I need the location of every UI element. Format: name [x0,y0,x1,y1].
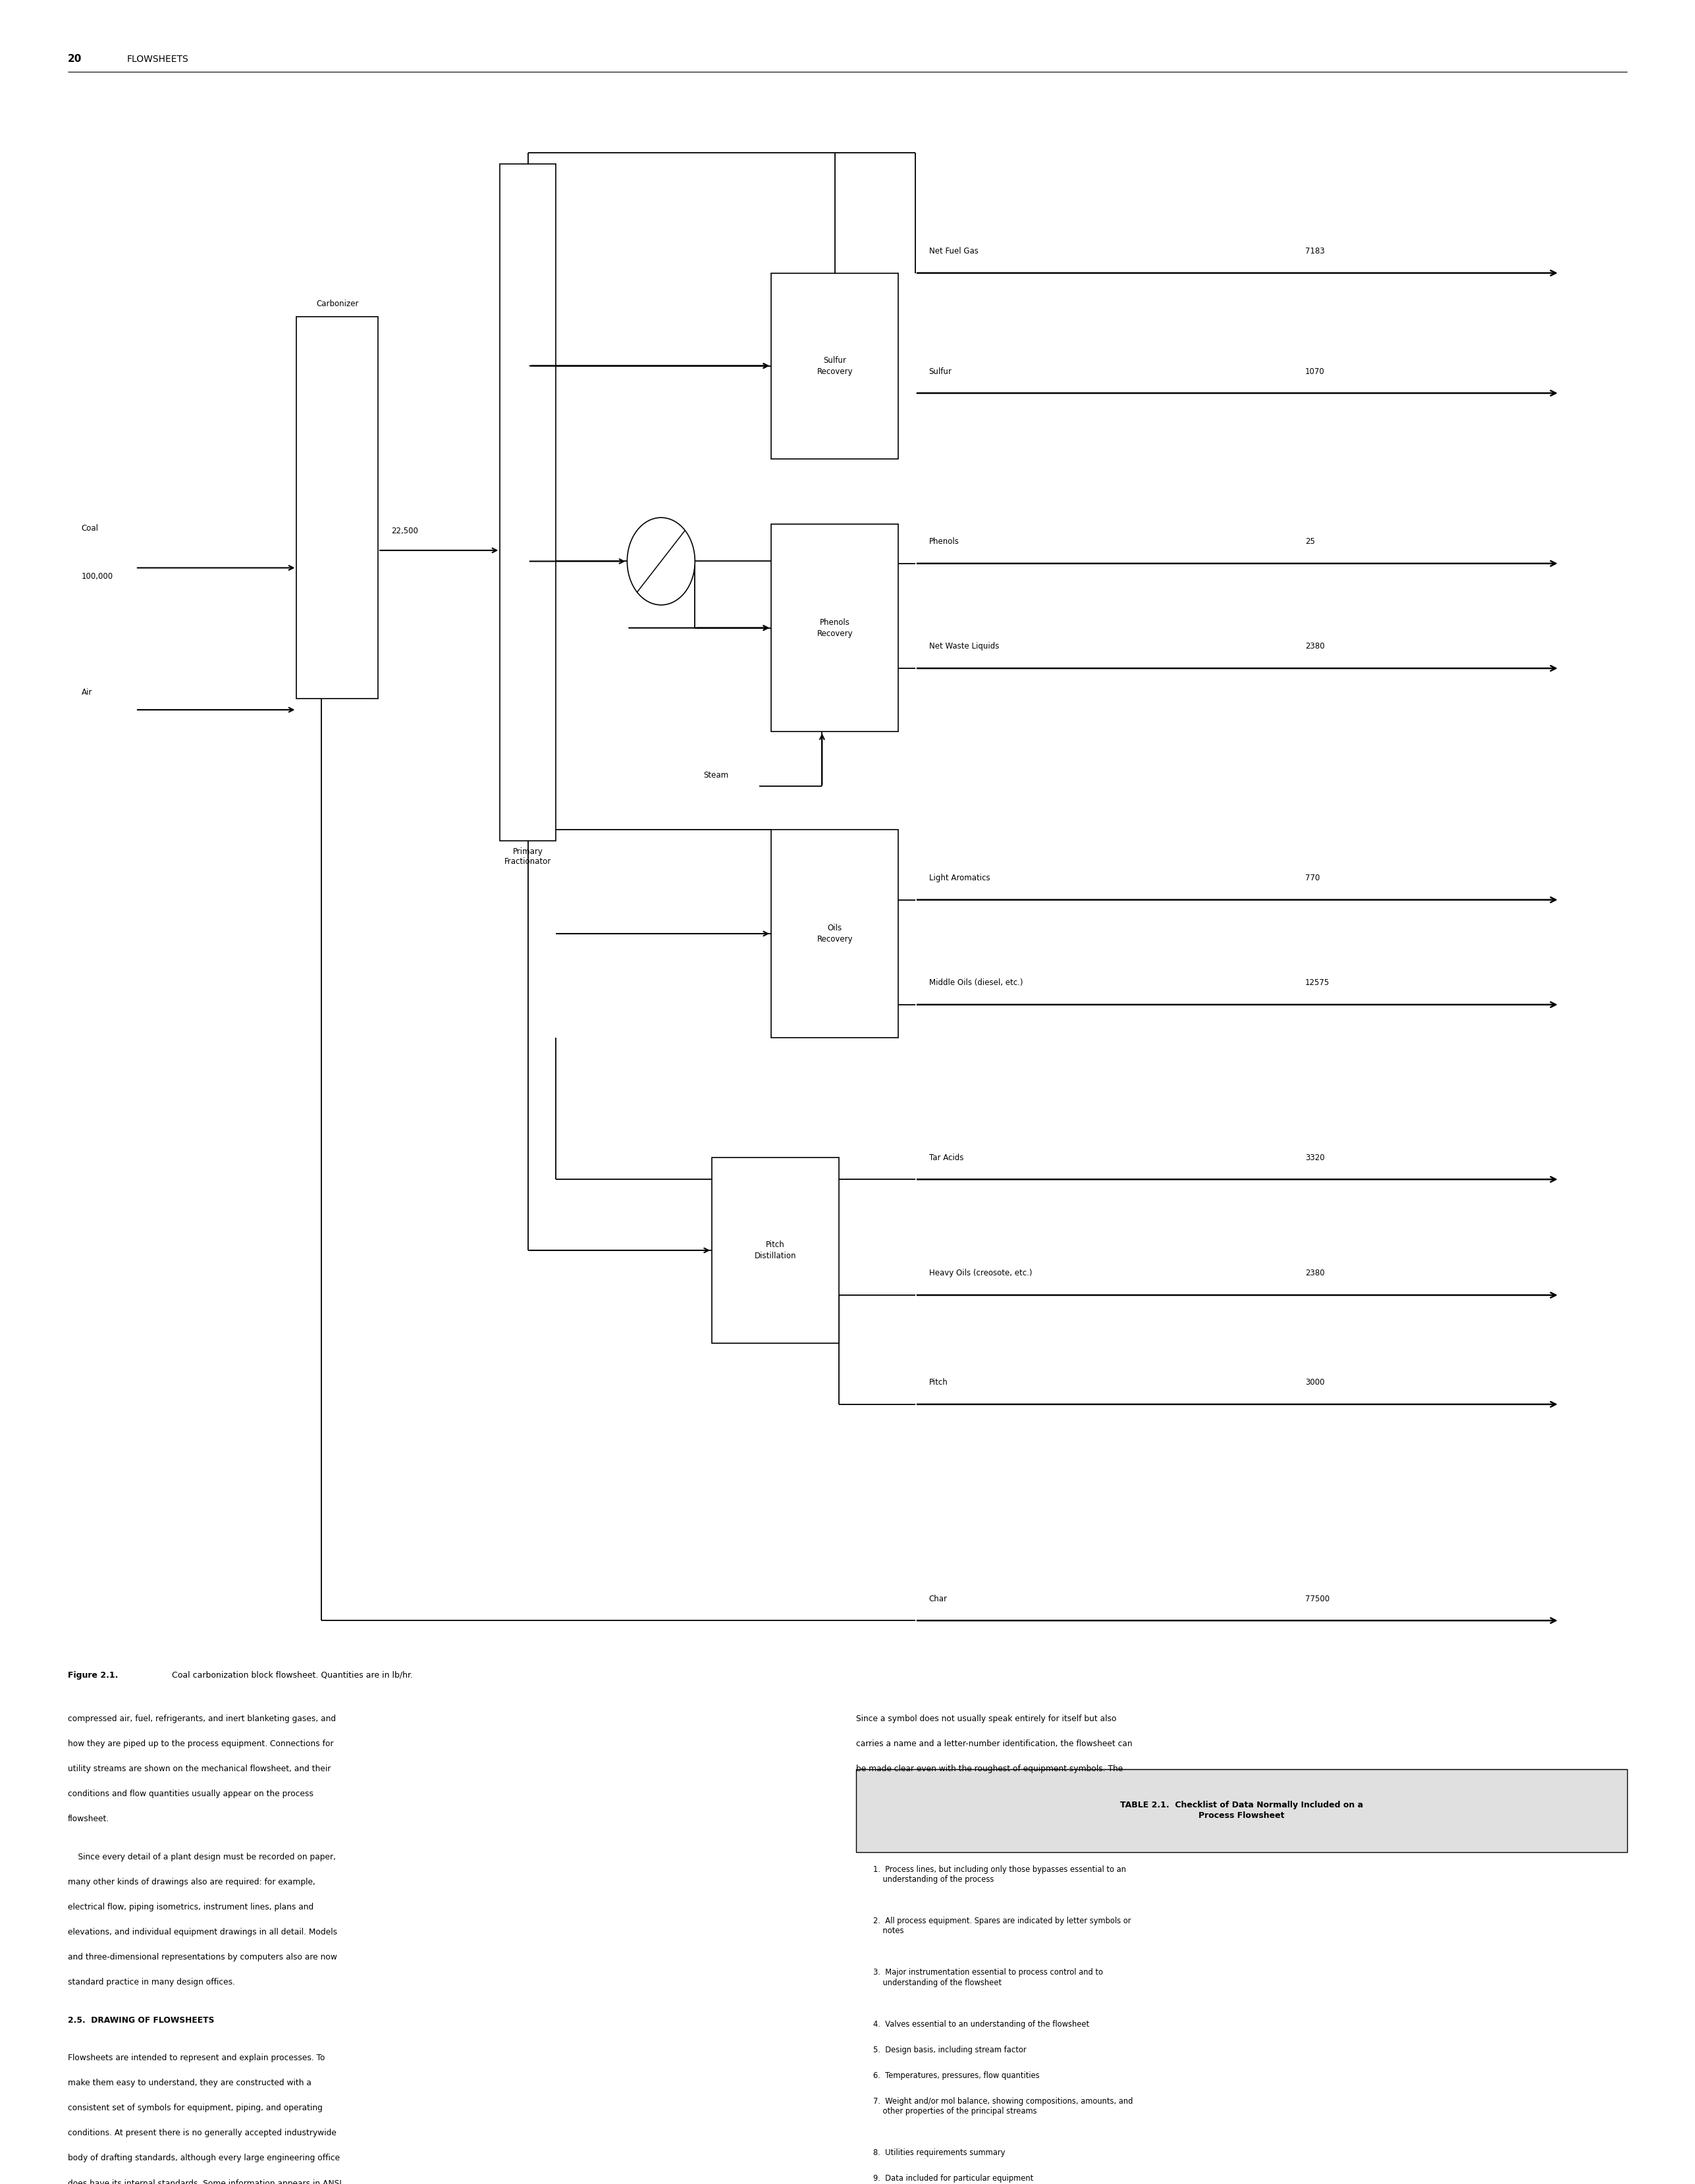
Text: Carbonizer: Carbonizer [315,299,359,308]
Text: Phenols: Phenols [929,537,959,546]
Text: 5.  Design basis, including stream factor: 5. Design basis, including stream factor [873,2046,1025,2055]
Bar [771,273,898,459]
Text: body of drafting standards, although every large engineering office: body of drafting standards, although eve… [68,2153,339,2162]
Text: and three-dimensional representations by computers also are now: and three-dimensional representations by… [68,1952,337,1961]
Text: utility streams are shown on the mechanical flowsheet, and their: utility streams are shown on the mechani… [68,1765,331,1773]
Circle shape [627,518,695,605]
Text: Primary
Fractionator: Primary Fractionator [505,847,551,865]
Text: Since a symbol does not usually speak entirely for itself but also: Since a symbol does not usually speak en… [856,1714,1117,1723]
Text: Heavy Oils (creosote, etc.): Heavy Oils (creosote, etc.) [929,1269,1032,1278]
Text: 2.5.  DRAWING OF FLOWSHEETS: 2.5. DRAWING OF FLOWSHEETS [68,2016,214,2025]
Text: 6.  Temperatures, pressures, flow quantities: 6. Temperatures, pressures, flow quantit… [873,2070,1039,2079]
Text: 7.  Weight and/or mol balance, showing compositions, amounts, and
    other prop: 7. Weight and/or mol balance, showing co… [873,2097,1132,2116]
Text: Coal carbonization block flowsheet. Quantities are in lb/hr.: Coal carbonization block flowsheet. Quan… [170,1671,414,1679]
Text: carries a name and a letter-number identification, the flowsheet can: carries a name and a letter-number ident… [856,1738,1132,1747]
Text: 3000: 3000 [1305,1378,1324,1387]
Text: consistent set of symbols for equipment, piping, and operating: consistent set of symbols for equipment,… [68,2103,322,2112]
Text: Tar Acids: Tar Acids [929,1153,963,1162]
Bar [771,830,898,1037]
Text: Coal: Coal [81,524,98,533]
Text: 4.  Valves essential to an understanding of the flowsheet: 4. Valves essential to an understanding … [873,2020,1088,2029]
Text: 25: 25 [1305,537,1315,546]
Text: Air: Air [81,688,92,697]
Text: be made clear even with the roughest of equipment symbols. The: be made clear even with the roughest of … [856,1765,1122,1773]
Text: Phenols
Recovery: Phenols Recovery [817,618,853,638]
Bar [856,1769,1627,1852]
Text: Net Waste Liquids: Net Waste Liquids [929,642,998,651]
Text: Steam: Steam [703,771,729,780]
Text: compressed air, fuel, refrigerants, and inert blanketing gases, and: compressed air, fuel, refrigerants, and … [68,1714,336,1723]
Text: Pitch: Pitch [929,1378,948,1387]
Text: 9.  Data included for particular equipment: 9. Data included for particular equipmen… [873,2175,1034,2184]
Text: Middle Oils (diesel, etc.): Middle Oils (diesel, etc.) [929,978,1022,987]
Text: 12575: 12575 [1305,978,1329,987]
Text: 770: 770 [1305,874,1320,882]
Text: Net Fuel Gas: Net Fuel Gas [929,247,978,256]
Text: 2.  All process equipment. Spares are indicated by letter symbols or
    notes: 2. All process equipment. Spares are ind… [873,1918,1131,1935]
Text: 100,000: 100,000 [81,572,114,581]
Text: Sulfur
Recovery: Sulfur Recovery [817,356,853,376]
Text: does have its internal standards. Some information appears in ANSI: does have its internal standards. Some i… [68,2180,342,2184]
Text: 7183: 7183 [1305,247,1325,256]
Text: FLOWSHEETS: FLOWSHEETS [127,55,188,63]
Text: standard practice in many design offices.: standard practice in many design offices… [68,1979,236,1987]
Text: Sulfur: Sulfur [929,367,953,376]
Text: Pitch
Distillation: Pitch Distillation [754,1241,797,1260]
Text: conditions. At present there is no generally accepted industrywide: conditions. At present there is no gener… [68,2129,336,2138]
Bar [297,317,378,699]
Bar [771,524,898,732]
Text: elevations, and individual equipment drawings in all detail. Models: elevations, and individual equipment dra… [68,1928,337,1937]
Text: many other kinds of drawings also are required: for example,: many other kinds of drawings also are re… [68,1878,315,1887]
Bar [712,1158,839,1343]
Text: 22,500: 22,500 [392,526,419,535]
Text: 2380: 2380 [1305,642,1325,651]
Text: TABLE 2.1.  Checklist of Data Normally Included on a
Process Flowsheet: TABLE 2.1. Checklist of Data Normally In… [1120,1802,1363,1819]
Text: Flowsheets are intended to represent and explain processes. To: Flowsheets are intended to represent and… [68,2053,325,2062]
Text: Char: Char [929,1594,948,1603]
Text: Light Aromatics: Light Aromatics [929,874,990,882]
Text: conditions and flow quantities usually appear on the process: conditions and flow quantities usually a… [68,1791,314,1797]
Text: flowsheet.: flowsheet. [68,1815,110,1824]
Text: make them easy to understand, they are constructed with a: make them easy to understand, they are c… [68,2079,312,2088]
Text: electrical flow, piping isometrics, instrument lines, plans and: electrical flow, piping isometrics, inst… [68,1902,314,1911]
Text: 1070: 1070 [1305,367,1325,376]
Text: 1.  Process lines, but including only those bypasses essential to an
    underst: 1. Process lines, but including only tho… [873,1865,1125,1885]
Text: 3320: 3320 [1305,1153,1325,1162]
Text: 3.  Major instrumentation essential to process control and to
    understanding : 3. Major instrumentation essential to pr… [873,1968,1103,1987]
Text: 8.  Utilities requirements summary: 8. Utilities requirements summary [873,2149,1005,2158]
Text: Oils
Recovery: Oils Recovery [817,924,853,943]
Bar [500,164,556,841]
Text: 77500: 77500 [1305,1594,1329,1603]
Text: 2380: 2380 [1305,1269,1325,1278]
Text: how they are piped up to the process equipment. Connections for: how they are piped up to the process equ… [68,1738,334,1747]
Text: Since every detail of a plant design must be recorded on paper,: Since every detail of a plant design mus… [68,1852,336,1861]
Text: Figure 2.1.: Figure 2.1. [68,1671,119,1679]
Text: 20: 20 [68,55,81,63]
